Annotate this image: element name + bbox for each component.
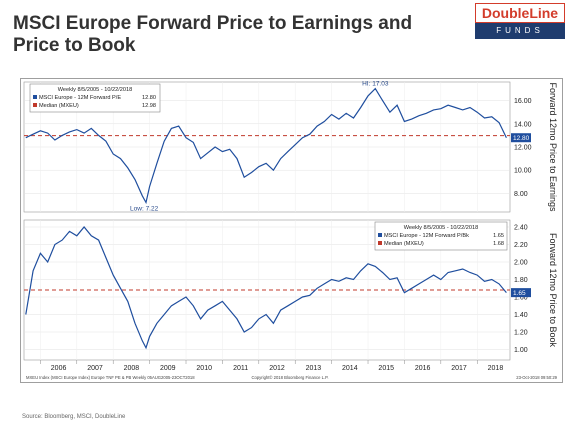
pe-axis-label: Forward 12mo Price to Earnings [548, 82, 558, 212]
pb-series-line [25, 226, 507, 350]
pb-legend-median-value: 1.68 [493, 241, 504, 247]
pe-legend: Weekly 8/5/2005 - 10/22/2018 MSCI Europe… [29, 83, 161, 113]
pb-legend-median-label: Median (MXEU) [384, 241, 424, 247]
pe-panel: 16.00 14.00 12.00 10.00 8.00 HI: 17.03 Low: 7… [23, 81, 558, 213]
pe-legend-median-label: Median (MXEU) [39, 103, 79, 109]
pb-last-value-label: 1.65 [513, 290, 526, 297]
logo-funds-bar: FUNDS [475, 23, 565, 39]
pe-annotation: HI: 17.03 [362, 81, 389, 88]
pe-legend-period: Weekly 8/5/2005 - 10/22/2018 [58, 87, 133, 93]
x-tick-label: 2006 [51, 365, 67, 372]
pe-y-tick-label: 8.00 [514, 191, 528, 198]
x-tick-label: 2008 [124, 365, 140, 372]
page-title: MSCI Europe Forward Price to Earnings an… [13, 13, 413, 56]
pe-legend-median-swatch [33, 103, 37, 107]
pb-legend-series-label: MSCI Europe - 12M Forward P/Bk [384, 233, 469, 239]
pe-y-tick-label: 10.00 [514, 168, 532, 175]
pb-legend-median-swatch [378, 241, 382, 245]
pb-y-tick-labels: 2.40 2.20 2.00 1.80 1.60 1.40 1.20 1.00 [514, 225, 528, 355]
x-tick-label: 2016 [415, 365, 431, 372]
x-tick-label: 2015 [378, 365, 394, 372]
pe-legend-box [29, 83, 161, 113]
x-tick-label: 2013 [306, 365, 322, 372]
pe-legend-series-swatch [33, 95, 37, 99]
logo-wordmark: DoubleLine [475, 3, 565, 23]
x-tick-label: 2012 [269, 365, 285, 372]
pe-y-tick-label: 16.00 [514, 98, 532, 105]
pb-legend-period: Weekly 8/5/2005 - 10/22/2018 [404, 225, 479, 231]
pb-legend-box [374, 221, 508, 251]
footer-left: MXEU Index (MSCI Europe Index) Europe TN… [26, 375, 195, 380]
pb-legend-series-value: 1.65 [493, 233, 504, 239]
x-tick-label: 2010 [196, 365, 212, 372]
pe-y-tick-labels: 16.00 14.00 12.00 10.00 8.00 [514, 98, 532, 198]
pb-legend: Weekly 8/5/2005 - 10/22/2018 MSCI Europe… [374, 221, 508, 251]
pe-series-line [25, 87, 507, 205]
pb-y-tick-label: 2.20 [514, 242, 528, 249]
pb-last-value-tag: 1.65 [511, 288, 531, 298]
footer-center: Copyright© 2018 Bloomberg Finance L.P. [251, 375, 328, 380]
pe-y-tick-label: 12.00 [514, 145, 532, 152]
source-note: Source: Bloomberg, MSCI, DoubleLine [22, 414, 126, 420]
x-tick-label: 2007 [87, 365, 103, 372]
pb-panel: 2.40 2.20 2.00 1.80 1.60 1.40 1.20 1.00 1.65 Fo… [23, 219, 558, 361]
x-tick-label: 2017 [451, 365, 467, 372]
x-axis-tick-labels: 2006 2007 2008 2009 2010 2011 2012 2013 2014 2015… [40, 360, 503, 372]
pb-y-tick-label: 1.40 [514, 312, 528, 319]
pb-y-tick-label: 1.00 [514, 347, 528, 354]
pe-last-value-box [511, 133, 531, 143]
pe-last-value-tag: 12.80 [511, 133, 531, 143]
pb-axis-label: Forward 12mo Price to Book [548, 233, 558, 348]
pe-legend-series-label: MSCI Europe - 12M Forward P/E [39, 95, 121, 101]
chart-panel: 16.00 14.00 12.00 10.00 8.00 HI: 17.03 Low: 7… [20, 78, 563, 383]
pe-legend-median-value: 12.98 [142, 103, 156, 109]
pe-y-tick-label: 14.00 [514, 121, 532, 128]
pe-legend-series-value: 12.80 [142, 95, 156, 101]
pb-y-tick-label: 1.20 [514, 330, 528, 337]
doubleline-logo: DoubleLine FUNDS [475, 3, 565, 41]
pe-annotation: Low: 7.22 [130, 205, 159, 212]
x-tick-label: 2011 [233, 365, 248, 372]
x-tick-label: 2014 [342, 365, 358, 372]
pe-last-value-label: 12.80 [513, 135, 530, 142]
footer-right: 23-Oct-2018 09:50:29 [516, 375, 557, 380]
x-tick-label: 2018 [488, 365, 504, 372]
pb-legend-series-swatch [378, 233, 382, 237]
pb-y-tick-label: 1.60 [514, 295, 528, 302]
pe-annotations: HI: 17.03 Low: 7.22 [130, 81, 389, 213]
pb-y-tick-label: 1.80 [514, 277, 528, 284]
pb-y-tick-label: 2.00 [514, 260, 528, 267]
pb-last-value-box [511, 288, 531, 298]
pb-y-tick-label: 2.40 [514, 225, 528, 232]
x-tick-label: 2009 [160, 365, 176, 372]
